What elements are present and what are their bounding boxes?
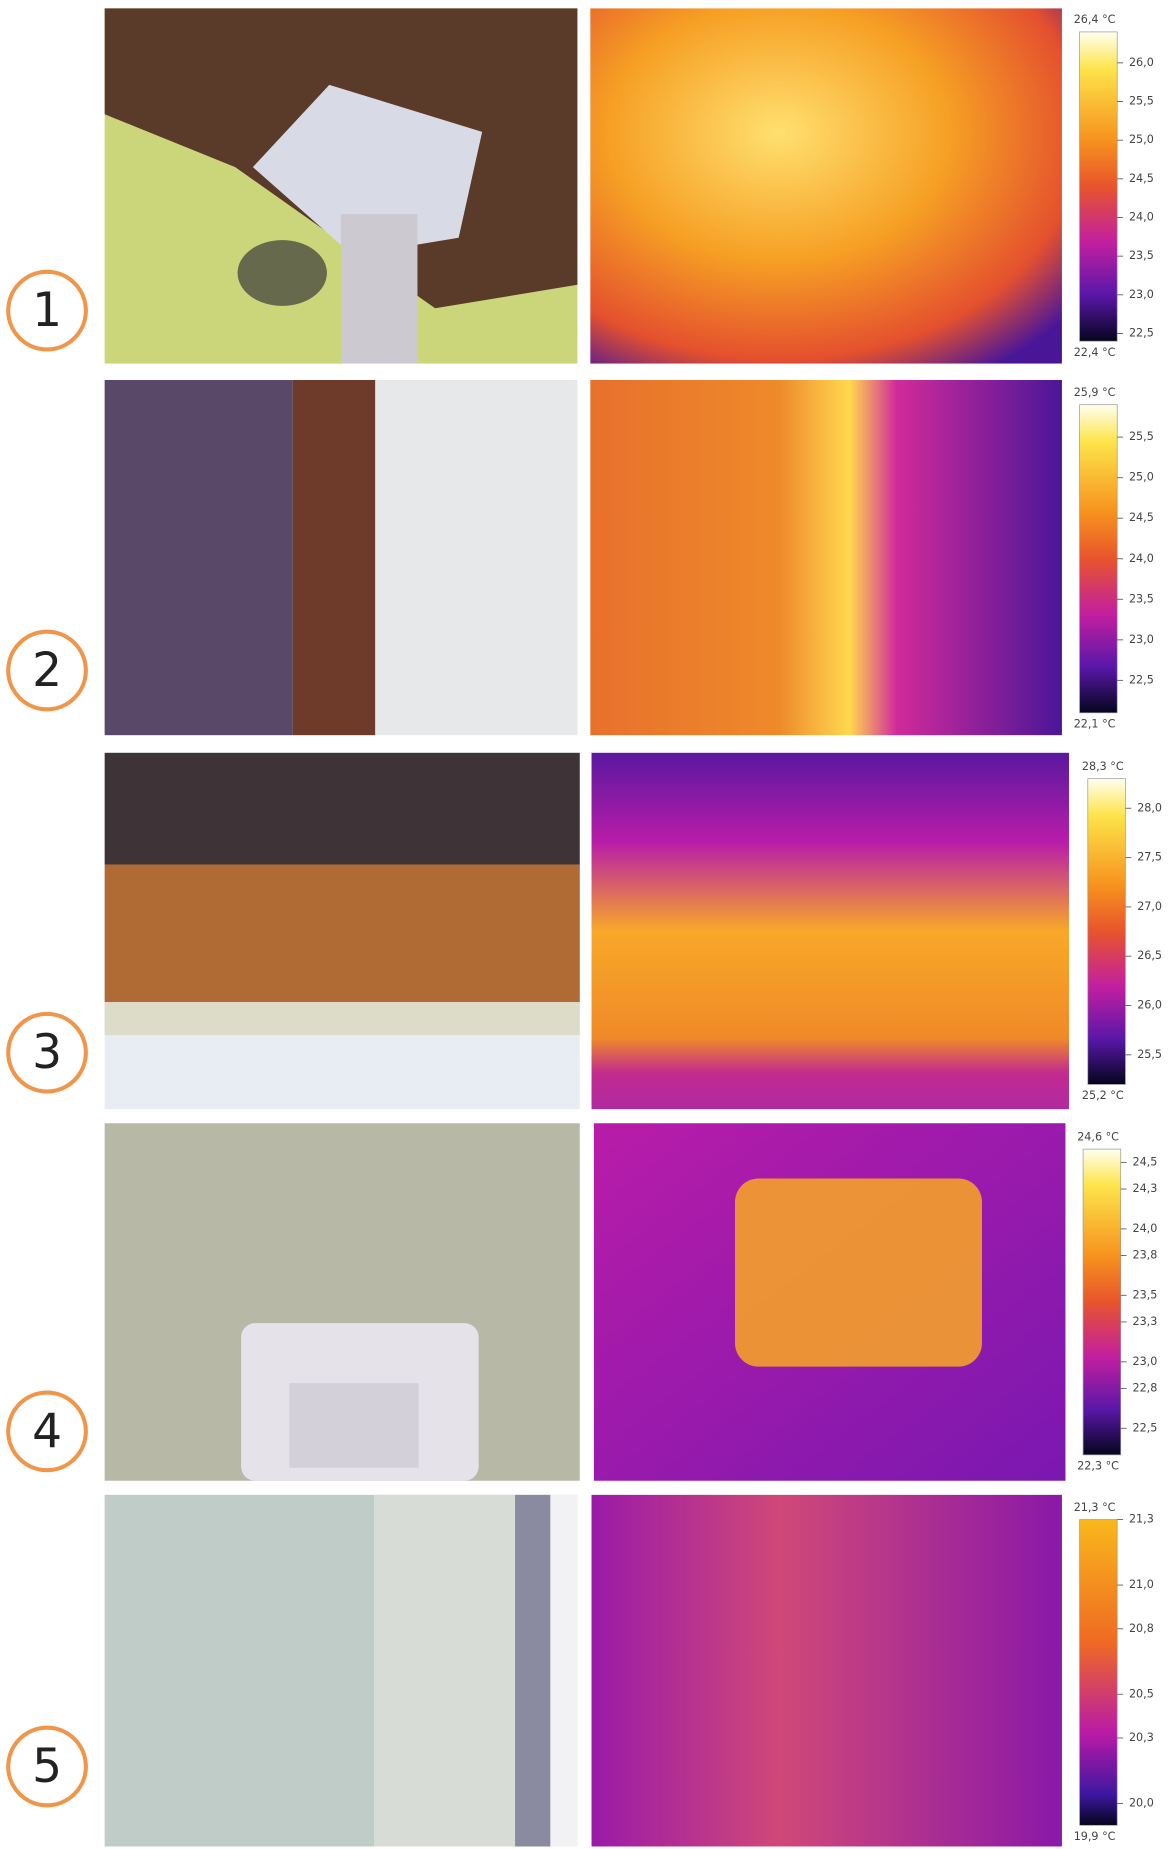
tick-label: 26,5 bbox=[1137, 949, 1162, 962]
tick-label: 23,3 bbox=[1132, 1315, 1157, 1328]
tick-label: 22,5 bbox=[1129, 326, 1154, 339]
tick-label: 27,5 bbox=[1137, 851, 1162, 864]
tick-label: 21,3 bbox=[1129, 1513, 1154, 1526]
thermal-1 bbox=[590, 8, 1062, 364]
tick-label: 25,0 bbox=[1129, 471, 1154, 484]
thermal-images bbox=[590, 8, 1069, 1847]
tick-label: 23,5 bbox=[1129, 249, 1154, 262]
tick-label: 23,0 bbox=[1129, 288, 1154, 301]
number-circle bbox=[6, 1011, 88, 1094]
scale-min: 22,4 °C bbox=[1074, 346, 1116, 359]
tick-label: 20,5 bbox=[1129, 1687, 1154, 1700]
photos bbox=[104, 8, 580, 1847]
tick-label: 24,5 bbox=[1129, 172, 1154, 185]
row-number: 4 bbox=[32, 1404, 62, 1459]
number-circle bbox=[6, 629, 88, 712]
tick-label: 24,0 bbox=[1132, 1222, 1157, 1235]
tick-label: 22,5 bbox=[1132, 1421, 1157, 1434]
scale-max: 28,3 °C bbox=[1082, 760, 1124, 773]
number-circle bbox=[6, 1390, 88, 1473]
scale-max: 26,4 °C bbox=[1074, 13, 1116, 26]
tick-label: 24,3 bbox=[1132, 1182, 1157, 1195]
tick-label: 24,0 bbox=[1129, 210, 1154, 223]
scale-min: 22,3 °C bbox=[1077, 1460, 1119, 1473]
tick-label: 23,5 bbox=[1129, 592, 1154, 605]
tick-label: 24,0 bbox=[1129, 552, 1154, 565]
row-number: 5 bbox=[32, 1739, 62, 1794]
tick-label: 28,0 bbox=[1137, 801, 1162, 814]
row-number: 1 bbox=[32, 283, 62, 338]
tick-label: 23,5 bbox=[1132, 1288, 1157, 1301]
tick-label: 25,5 bbox=[1129, 95, 1154, 108]
tick-label: 27,0 bbox=[1137, 900, 1162, 913]
number-circle bbox=[6, 269, 88, 352]
tick-label: 25,5 bbox=[1129, 430, 1154, 443]
thermal-2 bbox=[590, 380, 1062, 736]
scale-min: 25,2 °C bbox=[1082, 1089, 1124, 1102]
thermal-3 bbox=[591, 752, 1069, 1110]
tick-label: 20,3 bbox=[1129, 1731, 1154, 1744]
tick-label: 25,0 bbox=[1129, 133, 1154, 146]
tick-label: 26,0 bbox=[1137, 999, 1162, 1012]
tick-label: 23,0 bbox=[1132, 1355, 1157, 1368]
row-number: 2 bbox=[32, 643, 62, 698]
tick-label: 23,0 bbox=[1129, 633, 1154, 646]
tick-label: 25,5 bbox=[1137, 1048, 1162, 1061]
scale-min: 19,9 °C bbox=[1074, 1830, 1116, 1843]
tick-label: 24,5 bbox=[1132, 1155, 1157, 1168]
scale-max: 25,9 °C bbox=[1074, 386, 1116, 399]
tick-label: 21,0 bbox=[1129, 1578, 1154, 1591]
tick-label: 26,0 bbox=[1129, 56, 1154, 69]
tick-label: 22,8 bbox=[1132, 1381, 1157, 1394]
colorbar bbox=[1082, 1148, 1122, 1456]
number-circle bbox=[6, 1725, 88, 1808]
tick-label: 24,5 bbox=[1129, 511, 1154, 524]
tick-label: 23,8 bbox=[1132, 1248, 1157, 1261]
scale-max: 21,3 °C bbox=[1074, 1501, 1116, 1514]
row-number: 3 bbox=[32, 1025, 62, 1080]
colorbar bbox=[1079, 1519, 1118, 1826]
scale-max: 24,6 °C bbox=[1077, 1130, 1119, 1143]
tick-label: 20,0 bbox=[1129, 1796, 1154, 1809]
tick-label: 22,5 bbox=[1129, 673, 1154, 686]
scale-min: 22,1 °C bbox=[1074, 718, 1116, 731]
tick-label: 20,8 bbox=[1129, 1622, 1154, 1635]
colorbar bbox=[1087, 778, 1126, 1085]
colorbar bbox=[1079, 31, 1118, 342]
colorbar bbox=[1079, 404, 1118, 714]
thermal-5 bbox=[591, 1494, 1062, 1847]
